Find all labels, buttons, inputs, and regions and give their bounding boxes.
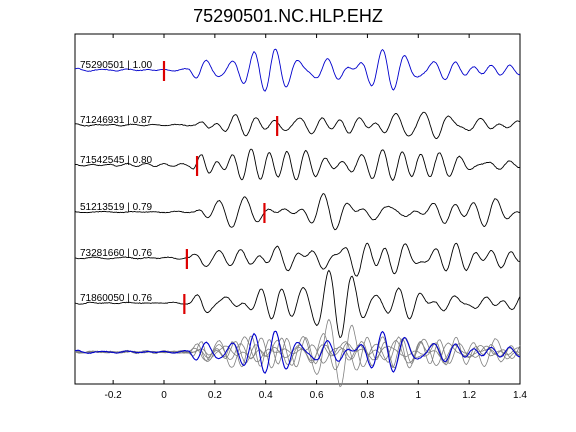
x-axis: -0.2 0 0.2 0.4 0.6 0.8 1 1.2 1.4 [105,34,527,401]
trace-label: 51213519 | 0.79 [80,202,153,213]
x-tick-label: 0.2 [208,390,222,401]
trace-waveform [74,148,521,182]
trace-waveform [74,193,521,231]
x-tick-label: 0.6 [310,390,324,401]
x-tick-label: 1 [416,390,422,401]
trace-waveform [75,48,521,92]
trace-label: 71542545 | 0.80 [80,155,153,166]
stacked-waveform [75,330,521,374]
chart-title: 75290501.NC.HLP.EHZ [193,6,383,26]
trace-waveform [74,242,521,277]
trace-labels: 75290501 | 1.00 71246931 | 0.87 71542545 |… [80,60,153,304]
trace-label: 73281660 | 0.76 [80,248,153,259]
trace-waveform [74,111,521,140]
pick-markers [162,61,279,314]
x-tick-label: 1.2 [462,390,476,401]
x-tick-label: 0.4 [259,390,273,401]
stacked-traces [74,318,521,388]
x-tick-label: -0.2 [105,390,123,401]
trace-label: 71246931 | 0.87 [80,115,153,126]
x-tick-label: 0 [161,390,167,401]
traces [74,48,521,339]
trace-label: 71860050 | 0.76 [80,293,153,304]
trace-waveform [74,269,521,339]
trace-label: 75290501 | 1.00 [80,60,153,71]
x-tick-label: 1.4 [513,390,527,401]
x-tick-label: 0.8 [360,390,374,401]
plot-frame [74,33,521,385]
